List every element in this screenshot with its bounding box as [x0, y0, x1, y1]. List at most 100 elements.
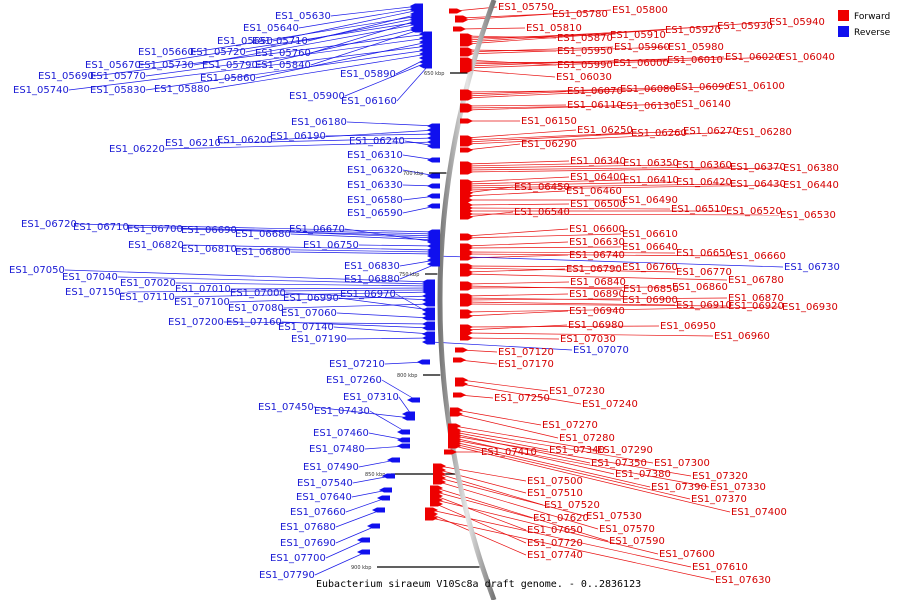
forward-gene-label[interactable]: ES1_06860 — [672, 282, 728, 293]
forward-gene-label[interactable]: ES1_06400 — [570, 172, 626, 183]
forward-gene-label[interactable]: ES1_06140 — [675, 99, 731, 110]
forward-gene-label[interactable]: ES1_06960 — [714, 331, 770, 342]
forward-gene-label[interactable]: ES1_06100 — [729, 81, 785, 92]
reverse-gene-label[interactable]: ES1_06680 — [235, 229, 291, 240]
forward-gene-label[interactable]: ES1_06340 — [570, 156, 626, 167]
forward-gene-label[interactable]: ES1_06250 — [577, 125, 633, 136]
reverse-gene-label[interactable]: ES1_05630 — [275, 11, 331, 22]
reverse-gene-label[interactable]: ES1_06700 — [127, 224, 183, 235]
reverse-gene-label[interactable]: ES1_07450 — [258, 402, 314, 413]
reverse-gene-label[interactable]: ES1_06180 — [291, 117, 347, 128]
forward-gene-label[interactable]: ES1_06080 — [620, 84, 676, 95]
reverse-gene-label[interactable]: ES1_06750 — [303, 240, 359, 251]
reverse-gene-label[interactable]: ES1_07040 — [62, 272, 118, 283]
reverse-gene-label[interactable]: ES1_07260 — [326, 375, 382, 386]
forward-gene-label[interactable]: ES1_06890 — [569, 289, 625, 300]
forward-gene-label[interactable]: ES1_05920 — [665, 25, 721, 36]
forward-gene-label[interactable]: ES1_05940 — [769, 17, 825, 28]
reverse-gene-label[interactable]: ES1_07010 — [175, 284, 231, 295]
forward-gene-label[interactable]: ES1_07330 — [710, 482, 766, 493]
reverse-gene-label[interactable]: ES1_07000 — [230, 288, 286, 299]
forward-gene-label[interactable]: ES1_07610 — [692, 562, 748, 573]
forward-gene-label[interactable]: ES1_07380 — [615, 469, 671, 480]
forward-gene-label[interactable]: ES1_07280 — [559, 433, 615, 444]
reverse-gene-label[interactable]: ES1_07140 — [278, 322, 334, 333]
forward-gene-label[interactable]: ES1_06950 — [660, 321, 716, 332]
forward-gene-label[interactable]: ES1_07120 — [498, 347, 554, 358]
forward-gene-label[interactable]: ES1_06040 — [779, 52, 835, 63]
forward-gene-label[interactable]: ES1_06280 — [736, 127, 792, 138]
reverse-gene-label[interactable]: ES1_07310 — [343, 392, 399, 403]
reverse-gene-label[interactable]: ES1_06320 — [347, 165, 403, 176]
reverse-gene-label[interactable]: ES1_07690 — [280, 538, 336, 549]
forward-gene-label[interactable]: ES1_06360 — [676, 160, 732, 171]
reverse-gene-label[interactable]: ES1_06670 — [289, 224, 345, 235]
forward-gene-label[interactable]: ES1_06780 — [728, 275, 784, 286]
forward-gene-label[interactable]: ES1_05810 — [526, 23, 582, 34]
reverse-gene-label[interactable]: ES1_06710 — [73, 222, 129, 233]
forward-gene-label[interactable]: ES1_06640 — [622, 242, 678, 253]
reverse-gene-label[interactable]: ES1_07060 — [281, 308, 337, 319]
forward-gene-label[interactable]: ES1_05910 — [610, 30, 666, 41]
reverse-gene-label[interactable]: ES1_07110 — [119, 292, 175, 303]
forward-gene-label[interactable]: ES1_07390 — [651, 482, 707, 493]
forward-gene-label[interactable]: ES1_06460 — [566, 186, 622, 197]
reverse-gene-label[interactable]: ES1_05830 — [90, 85, 146, 96]
forward-gene-label[interactable]: ES1_06910 — [676, 300, 732, 311]
forward-gene-label[interactable]: ES1_06290 — [521, 139, 577, 150]
forward-gene-label[interactable]: ES1_06940 — [569, 306, 625, 317]
reverse-gene-label[interactable]: ES1_07100 — [174, 297, 230, 308]
forward-gene-label[interactable]: ES1_06900 — [622, 295, 678, 306]
forward-gene-label[interactable]: ES1_07570 — [599, 524, 655, 535]
reverse-gene-label[interactable]: ES1_07200 — [168, 317, 224, 328]
forward-gene-label[interactable]: ES1_05930 — [717, 21, 773, 32]
reverse-gene-label[interactable]: ES1_05880 — [154, 84, 210, 95]
reverse-gene-label[interactable]: ES1_06970 — [340, 289, 396, 300]
forward-gene-label[interactable]: ES1_06530 — [780, 210, 836, 221]
reverse-gene-label[interactable]: ES1_06200 — [217, 135, 273, 146]
reverse-gene-label[interactable]: ES1_07430 — [314, 406, 370, 417]
forward-gene-label[interactable]: ES1_06740 — [569, 250, 625, 261]
reverse-gene-label[interactable]: ES1_06220 — [109, 144, 165, 155]
reverse-gene-label[interactable]: ES1_05840 — [255, 60, 311, 71]
reverse-gene-label[interactable]: ES1_06720 — [21, 219, 77, 230]
reverse-gene-label[interactable]: ES1_05790 — [202, 60, 258, 71]
reverse-gene-label[interactable]: ES1_07460 — [313, 428, 369, 439]
forward-gene-label[interactable]: ES1_05750 — [498, 2, 554, 13]
reverse-gene-label[interactable]: ES1_05640 — [243, 23, 299, 34]
forward-gene-label[interactable]: ES1_06020 — [725, 52, 781, 63]
reverse-gene-label[interactable]: ES1_07210 — [329, 359, 385, 370]
reverse-gene-label[interactable]: ES1_05760 — [255, 48, 311, 59]
forward-gene-label[interactable]: ES1_06380 — [783, 163, 839, 174]
reverse-gene-label[interactable]: ES1_05860 — [200, 73, 256, 84]
reverse-gene-label[interactable]: ES1_06590 — [347, 208, 403, 219]
reverse-gene-label[interactable]: ES1_07480 — [309, 444, 365, 455]
reverse-gene-label[interactable]: ES1_05670 — [85, 60, 141, 71]
reverse-gene-label[interactable]: ES1_06310 — [347, 150, 403, 161]
reverse-gene-label[interactable]: ES1_06990 — [283, 293, 339, 304]
forward-gene-label[interactable]: ES1_05980 — [668, 42, 724, 53]
forward-gene-label[interactable]: ES1_07400 — [731, 507, 787, 518]
forward-gene-label[interactable]: ES1_06420 — [676, 177, 732, 188]
reverse-gene-label[interactable]: ES1_07190 — [291, 334, 347, 345]
forward-gene-label[interactable]: ES1_06450 — [514, 182, 570, 193]
reverse-gene-label[interactable]: ES1_07050 — [9, 265, 65, 276]
forward-gene-label[interactable]: ES1_05950 — [557, 46, 613, 57]
forward-gene-label[interactable]: ES1_06410 — [623, 175, 679, 186]
forward-gene-label[interactable]: ES1_07740 — [527, 550, 583, 561]
forward-gene-label[interactable]: ES1_06440 — [783, 180, 839, 191]
forward-gene-label[interactable]: ES1_07500 — [527, 476, 583, 487]
forward-gene-label[interactable]: ES1_07320 — [692, 471, 748, 482]
forward-gene-label[interactable]: ES1_05780 — [552, 9, 608, 20]
forward-gene-label[interactable]: ES1_07230 — [549, 386, 605, 397]
reverse-gene-label[interactable]: ES1_05710 — [252, 36, 308, 47]
reverse-gene-label[interactable]: ES1_05720 — [190, 47, 246, 58]
forward-gene-label[interactable]: ES1_06070 — [567, 86, 623, 97]
forward-gene-label[interactable]: ES1_06130 — [620, 101, 676, 112]
forward-gene-label[interactable]: ES1_06850 — [623, 284, 679, 295]
forward-gene-label[interactable]: ES1_07720 — [527, 538, 583, 549]
reverse-gene-label[interactable]: ES1_06190 — [270, 131, 326, 142]
reverse-gene-label[interactable]: ES1_07020 — [120, 278, 176, 289]
reverse-gene-label[interactable]: ES1_06160 — [341, 96, 397, 107]
reverse-gene-label[interactable]: ES1_07490 — [303, 462, 359, 473]
